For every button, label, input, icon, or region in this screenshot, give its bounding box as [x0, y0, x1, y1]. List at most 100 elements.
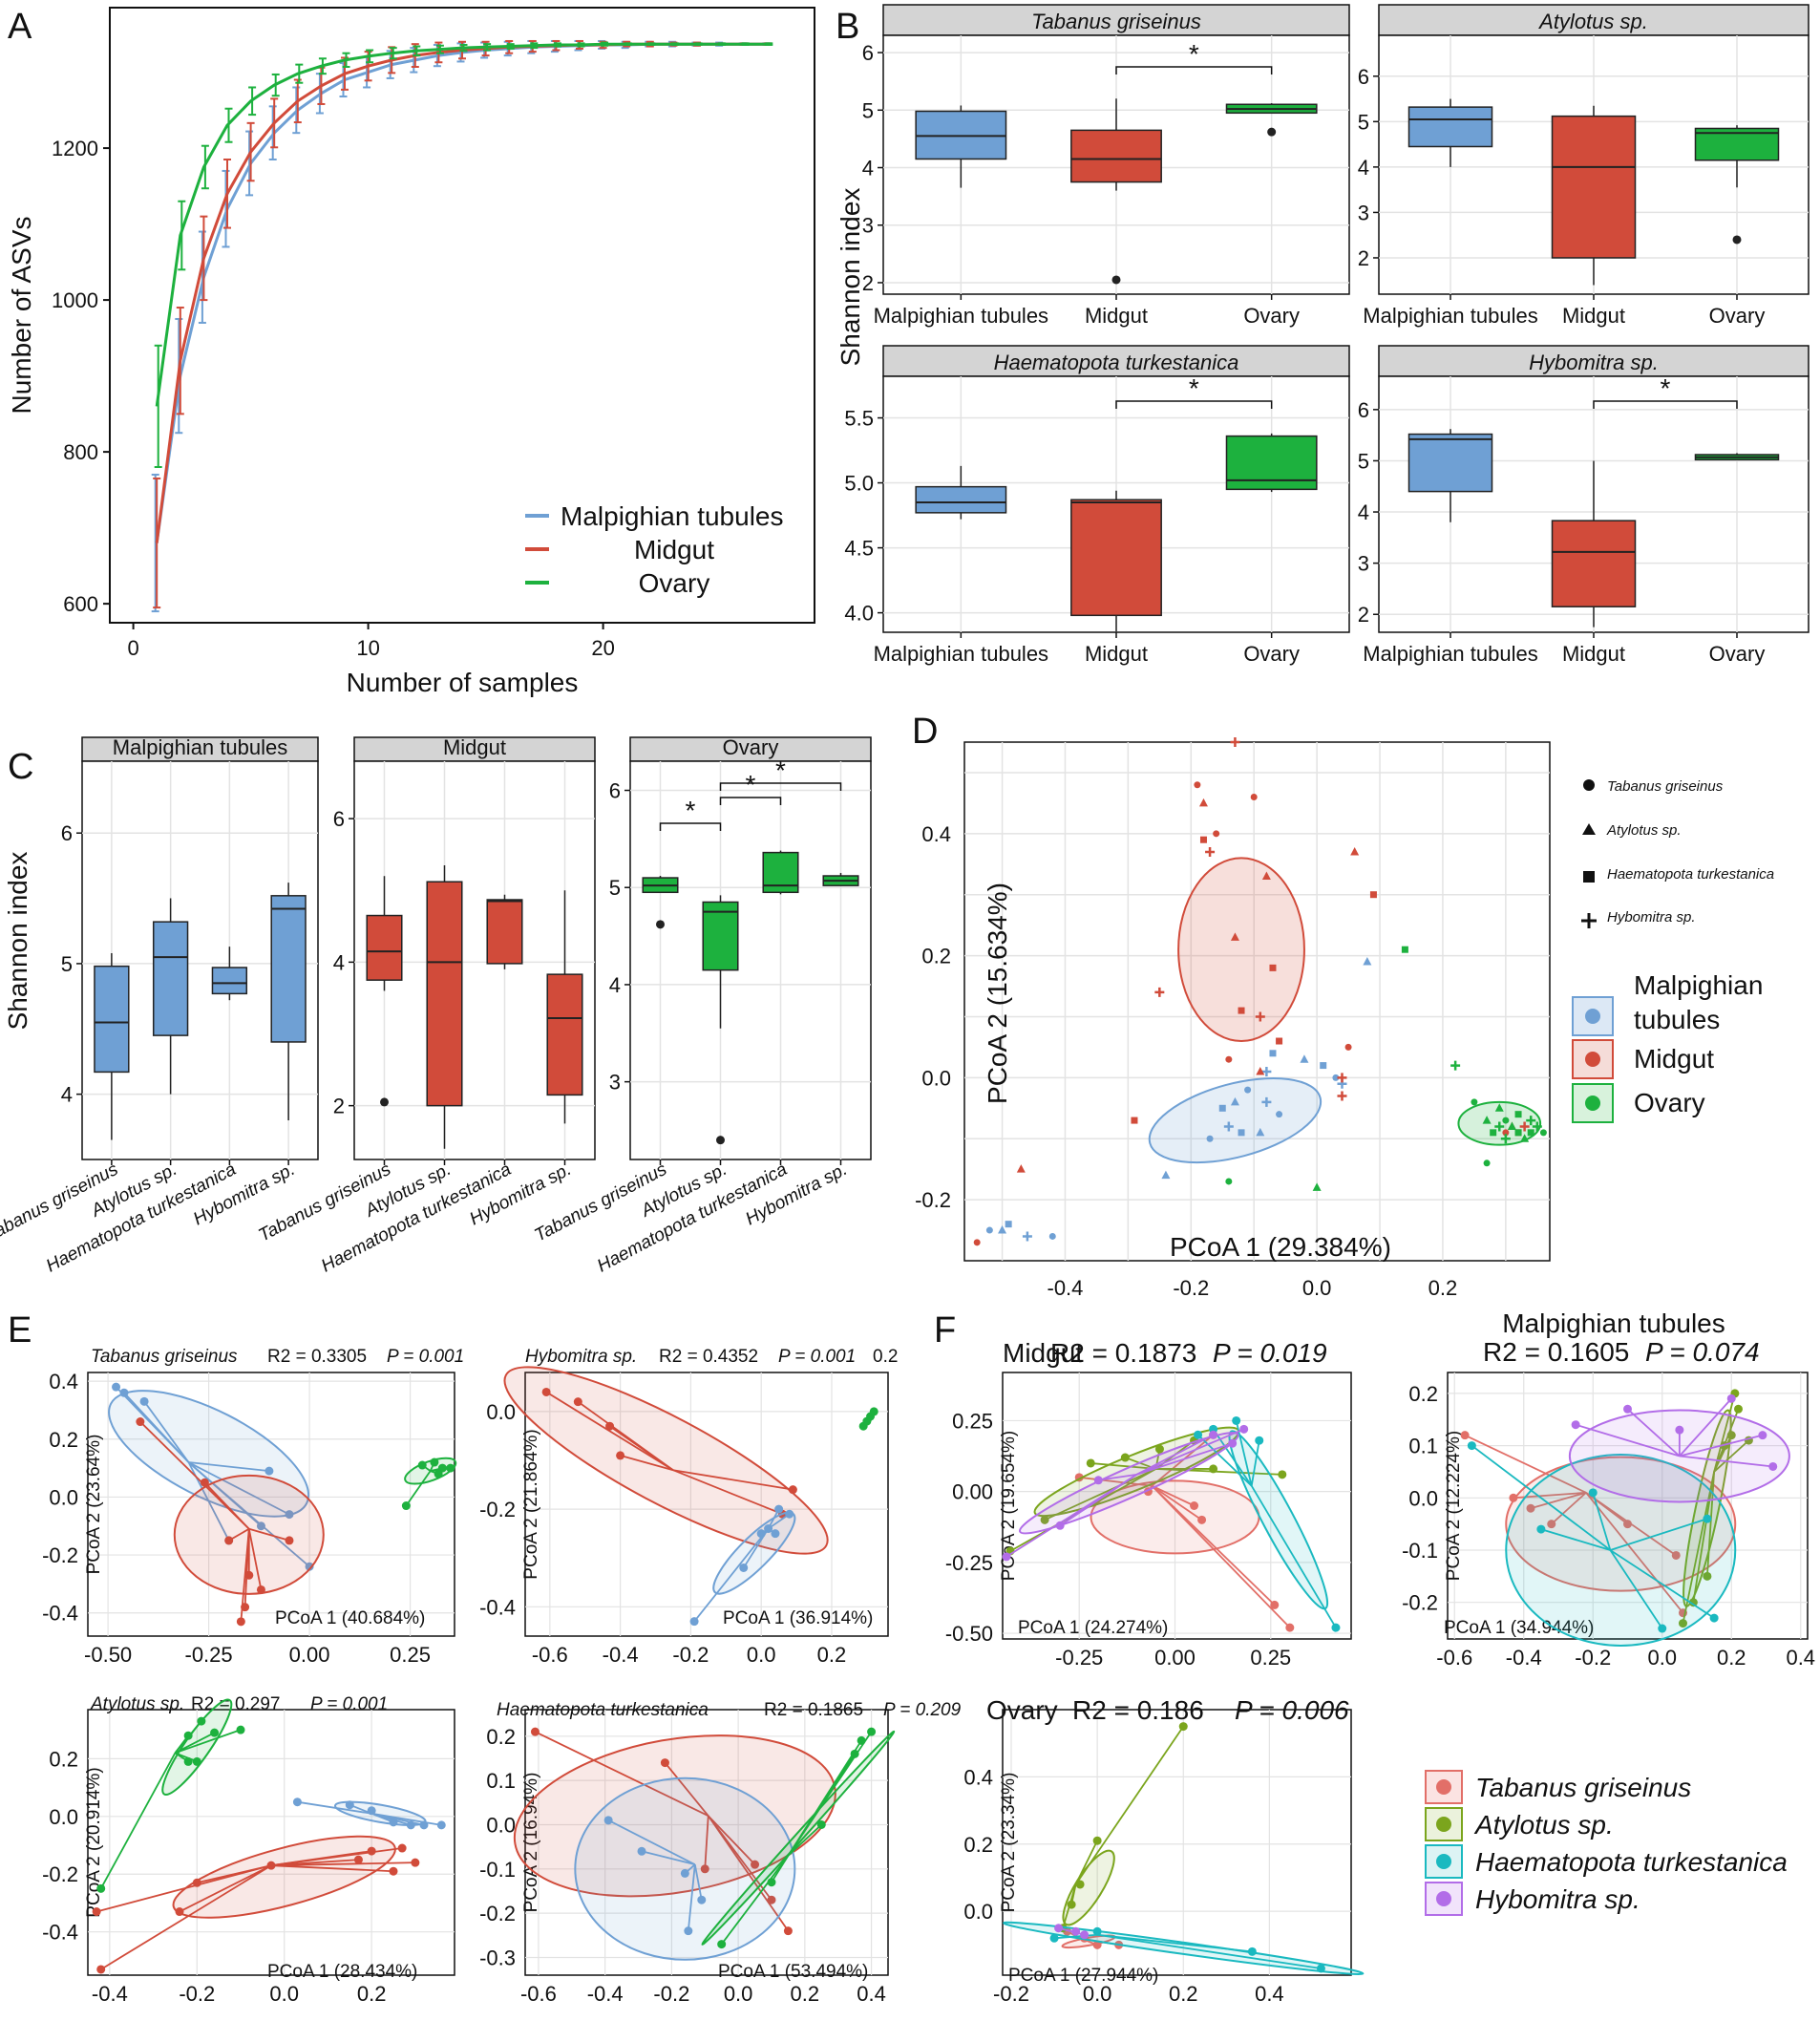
d-point [1519, 1121, 1530, 1132]
f-midgut-spoke [1152, 1484, 1195, 1507]
f-malpighian-point [1571, 1420, 1580, 1430]
c-facet-2-outlier [380, 1097, 389, 1107]
f-malpighian-y-axis-label: PCoA 2 (12.224%) [1444, 1431, 1464, 1581]
e-tabanus-spoke [143, 1400, 190, 1463]
f-ovary-x-tick-label: 0.0 [1083, 1982, 1112, 2006]
legend-label-ht: Haematopota turkestanica [1475, 1847, 1788, 1877]
e-atylotus-point [389, 1866, 398, 1876]
d-point [1225, 1055, 1233, 1063]
d-point [1527, 1129, 1534, 1137]
a-curve-ovary [155, 42, 768, 407]
f-malpighian-point [1688, 1598, 1698, 1607]
c-facet-3-y-tick-label: 6 [609, 779, 621, 803]
f-malpighian-x-tick-label: -0.4 [1506, 1646, 1542, 1670]
e-atylotus-point [367, 1806, 376, 1816]
e-hybomitra-y-axis-label: PCoA 2 (21.864%) [521, 1429, 541, 1579]
f-ovary-point [1247, 1947, 1257, 1956]
f-midgut-y-axis-label: PCoA 2 (19.654%) [999, 1431, 1019, 1581]
legend-plus-marker [1581, 913, 1597, 928]
c-facet-1-box [94, 965, 130, 1074]
e-haematopota-point [783, 1926, 793, 1936]
e-hybomitra-point [689, 1617, 699, 1627]
d-x-tick-label: 0.0 [1302, 1276, 1332, 1300]
f-malpighian-spoke [1705, 1471, 1716, 1577]
e-hybomitra-title: Hybomitra sp. [525, 1347, 637, 1367]
b-facet-1-x-tick-label: Midgut [1085, 304, 1148, 328]
f-ovary-point [1049, 1933, 1059, 1943]
a-x-tick-label: 0 [127, 636, 138, 660]
d-point [1213, 830, 1220, 838]
f-malpighian-point [1734, 1404, 1743, 1414]
f-malpighian-point [1703, 1514, 1712, 1523]
e-tabanus-point [136, 1417, 145, 1427]
e-atylotus-y-tick-label: 0.2 [49, 1747, 78, 1771]
d-point [1539, 1129, 1547, 1137]
d-point [1161, 1170, 1171, 1180]
e-atylotus-point [353, 1855, 363, 1864]
d-point [1131, 1117, 1138, 1124]
e-hybomitra-point [616, 1451, 625, 1460]
e-haematopota-x-tick-label: -0.2 [653, 1982, 689, 2006]
f-midgut-point [1209, 1430, 1218, 1439]
e-haematopota-point [816, 1819, 826, 1829]
e-hybomitra-spoke [672, 1469, 794, 1491]
f-malpighian-spoke [1682, 1471, 1716, 1624]
e-hybomitra-point [573, 1397, 582, 1407]
legend-dot-hy [1436, 1891, 1451, 1906]
legend-label-tg: Tabanus griseinus [1475, 1773, 1691, 1802]
a-y-tick-label: 800 [63, 440, 98, 464]
e-atylotus-point [345, 1800, 354, 1810]
c-facet-2-y-tick-label: 2 [333, 1095, 345, 1118]
d-point [1320, 1062, 1327, 1070]
e-haematopota-point [684, 1926, 693, 1936]
f-midgut-point [1002, 1552, 1011, 1562]
d-point [998, 1225, 1007, 1234]
d-point [1005, 1221, 1012, 1228]
d-point [1507, 1121, 1516, 1130]
e-tabanus-title: Tabanus griseinus [91, 1347, 238, 1367]
e-hybomitra-point [785, 1509, 794, 1519]
e-tabanus-point [256, 1585, 265, 1594]
e-tabanus-point [430, 1457, 439, 1467]
f-malpighian-y-tick-label: -0.2 [1402, 1591, 1438, 1615]
f-midgut-ellipse [1019, 1432, 1239, 1535]
d-point [1255, 1011, 1265, 1022]
e-atylotus-spoke [270, 1861, 415, 1867]
d-point [1482, 1116, 1492, 1124]
d-color-legend: Malpighian tubules Midgut Ovary [1572, 970, 1763, 1123]
f-midgut-title: Midgut [1003, 1338, 1083, 1368]
b-facet-1-outlier [1267, 127, 1277, 137]
b-facet-3-strip-title: Haematopota turkestanica [994, 351, 1239, 374]
f-malpighian-p-value: P = 0.074 [1645, 1337, 1760, 1367]
e-atylotus-point [183, 1756, 193, 1766]
e-haematopota-point [767, 1878, 776, 1887]
d-point [1502, 1129, 1510, 1137]
e-haematopota-spoke [771, 1855, 790, 1883]
d-point [1238, 1007, 1245, 1014]
f-malpighian-r2: R2 = 0.1605 [1483, 1337, 1629, 1367]
legend-label-hy: Hybomitra sp. [1475, 1884, 1640, 1914]
e-hybomitra-point [739, 1563, 749, 1572]
f-midgut-spoke [1136, 1442, 1233, 1476]
c-facet-3-signif-star: * [746, 770, 756, 799]
e-atylotus-x-tick-label: -0.2 [179, 1982, 215, 2006]
b-facet-1-x-tick-label: Ovary [1243, 304, 1300, 328]
c-facet-3-signif-star: * [775, 755, 786, 785]
d-point [1261, 871, 1271, 881]
e-haematopota-point [767, 1895, 776, 1904]
e-tabanus-x-axis-label: PCoA 1 (40.684%) [275, 1608, 425, 1628]
f-midgut-spoke [1155, 1468, 1282, 1476]
f-malpighian-point [1547, 1520, 1556, 1529]
d-point [1332, 1074, 1340, 1081]
b-facet-3-y-tick-label: 4.5 [844, 537, 874, 561]
d-point [1194, 781, 1201, 789]
e-hybomitra-y-tick-label: -0.2 [479, 1498, 516, 1521]
d-point [1223, 1121, 1234, 1132]
e-tabanus-spoke [247, 1528, 263, 1590]
e-tabanus-point [244, 1570, 254, 1580]
e-haematopota-y-tick-label: 0.1 [486, 1769, 516, 1793]
d-point [1261, 1066, 1272, 1076]
f-ovary-point [1316, 1964, 1325, 1973]
f-malpighian-title: Malpighian tubules [1502, 1308, 1725, 1338]
d-point [1198, 798, 1208, 807]
